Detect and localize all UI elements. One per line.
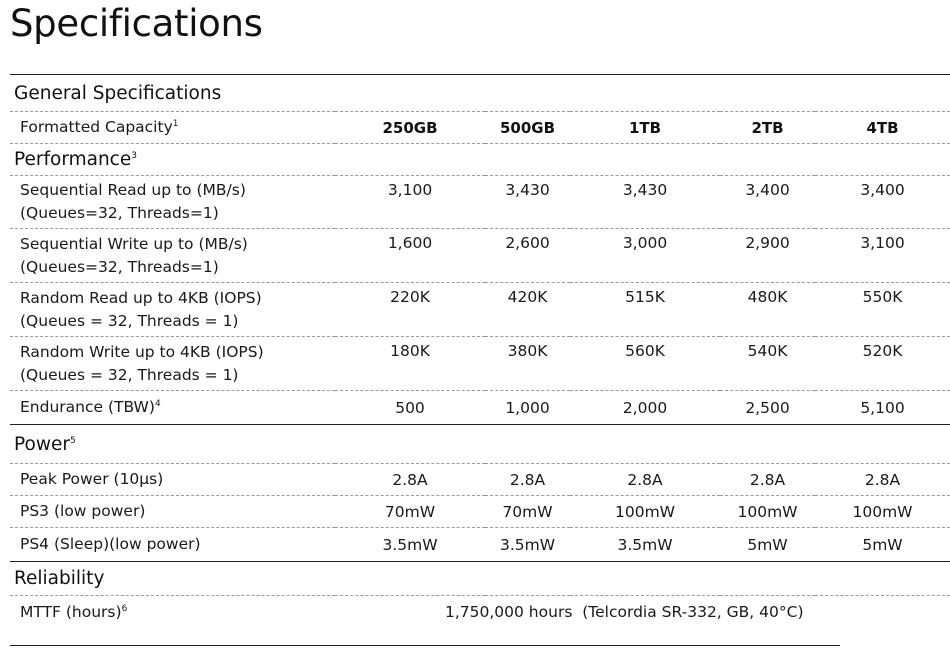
cell-value: 2.8A <box>335 463 485 496</box>
cell-value: 3.5mW <box>485 527 570 562</box>
section-title-performance: Performance3 <box>10 143 950 176</box>
cell-value: 420K <box>485 282 570 337</box>
row-label: Random Read up to 4KB (IOPS) (Queues = 32… <box>10 282 335 337</box>
cell-value: 550K <box>815 282 950 337</box>
cell-value: 500 <box>335 390 485 425</box>
cell-value: 3,100 <box>335 175 485 229</box>
cell-value: 3,000 <box>570 228 720 283</box>
cell-value: 5,100 <box>815 390 950 425</box>
table-row: Random Read up to 4KB (IOPS) (Queues = 32… <box>10 282 950 337</box>
row-label: Sequential Write up to (MB/s) (Queues=32,… <box>10 228 335 283</box>
section-title-power: Power5 <box>10 424 950 464</box>
cell-value: 2,900 <box>720 228 815 283</box>
section-power: Power5 <box>10 424 950 464</box>
section-reliability: Reliability <box>10 561 950 596</box>
section-performance: Performance3 <box>10 143 950 176</box>
section-general: General Specifications <box>10 74 950 112</box>
cell-value: 540K <box>720 336 815 391</box>
cell-value: 100mW <box>815 495 950 528</box>
cell-value: 3,400 <box>815 175 950 229</box>
capacity-header: 4TB <box>815 111 950 144</box>
specifications-table: General Specifications Formatted Capacit… <box>10 74 950 629</box>
capacity-header: 1TB <box>570 111 720 144</box>
row-label: Random Write up to 4KB (IOPS) (Queues = 3… <box>10 336 335 391</box>
cell-value: 2,500 <box>720 390 815 425</box>
cell-value: 180K <box>335 336 485 391</box>
table-row: Sequential Read up to (MB/s) (Queues=32, … <box>10 175 950 229</box>
cell-value: 520K <box>815 336 950 391</box>
row-label: PS4 (Sleep)(low power) <box>10 527 335 562</box>
mttf-value: 1,750,000 hours (Telcordia SR-332, GB, 4… <box>445 603 804 622</box>
cell-value: 5mW <box>815 527 950 562</box>
capacity-header: 250GB <box>335 111 485 144</box>
cell-value: 1,000 <box>485 390 570 425</box>
bottom-rule <box>10 645 840 646</box>
table-row: Sequential Write up to (MB/s) (Queues=32,… <box>10 228 950 283</box>
cell-value: 2.8A <box>570 463 720 496</box>
cell-value: 100mW <box>570 495 720 528</box>
table-row: MTTF (hours)6 1,750,000 hours (Telcordia… <box>10 596 950 629</box>
table-row: PS3 (low power) 70mW 70mW 100mW 100mW 10… <box>10 495 950 528</box>
table-row: PS4 (Sleep)(low power) 3.5mW 3.5mW 3.5mW… <box>10 527 950 562</box>
cell-value: 5mW <box>720 527 815 562</box>
cell-value: 70mW <box>485 495 570 528</box>
table-row: Random Write up to 4KB (IOPS) (Queues = 3… <box>10 336 950 391</box>
cell-value: 3,100 <box>815 228 950 283</box>
cell-value: 2,600 <box>485 228 570 283</box>
cell-value: 220K <box>335 282 485 337</box>
row-label: Endurance (TBW)4 <box>10 390 335 425</box>
row-label: MTTF (hours)6 <box>20 602 128 621</box>
cell-value: 3.5mW <box>570 527 720 562</box>
cell-value: 2,000 <box>570 390 720 425</box>
cell-value: 480K <box>720 282 815 337</box>
cell-value: 560K <box>570 336 720 391</box>
cell-value: 1,600 <box>335 228 485 283</box>
table-row: Endurance (TBW)4 500 1,000 2,000 2,500 5… <box>10 390 950 425</box>
cell-value: 380K <box>485 336 570 391</box>
cell-value: 2.8A <box>720 463 815 496</box>
capacity-header: 500GB <box>485 111 570 144</box>
cell-value: 3,430 <box>485 175 570 229</box>
capacity-header: 2TB <box>720 111 815 144</box>
cell-value: 70mW <box>335 495 485 528</box>
cell-value: 100mW <box>720 495 815 528</box>
section-title-general: General Specifications <box>10 74 950 112</box>
page-title: Specifications <box>10 2 263 45</box>
cell-value: 3,430 <box>570 175 720 229</box>
capacity-label: Formatted Capacity1 <box>10 111 335 144</box>
section-title-reliability: Reliability <box>10 561 950 596</box>
cell-value: 3,400 <box>720 175 815 229</box>
row-label: Peak Power (10µs) <box>10 463 335 496</box>
cell-value: 2.8A <box>485 463 570 496</box>
row-label: PS3 (low power) <box>10 495 335 528</box>
row-label: Sequential Read up to (MB/s) (Queues=32, … <box>10 175 335 229</box>
cell-value: 515K <box>570 282 720 337</box>
table-row: Peak Power (10µs) 2.8A 2.8A 2.8A 2.8A 2.… <box>10 463 950 496</box>
cell-value: 2.8A <box>815 463 950 496</box>
capacity-header-row: Formatted Capacity1 250GB 500GB 1TB 2TB … <box>10 111 950 144</box>
cell-value: 3.5mW <box>335 527 485 562</box>
